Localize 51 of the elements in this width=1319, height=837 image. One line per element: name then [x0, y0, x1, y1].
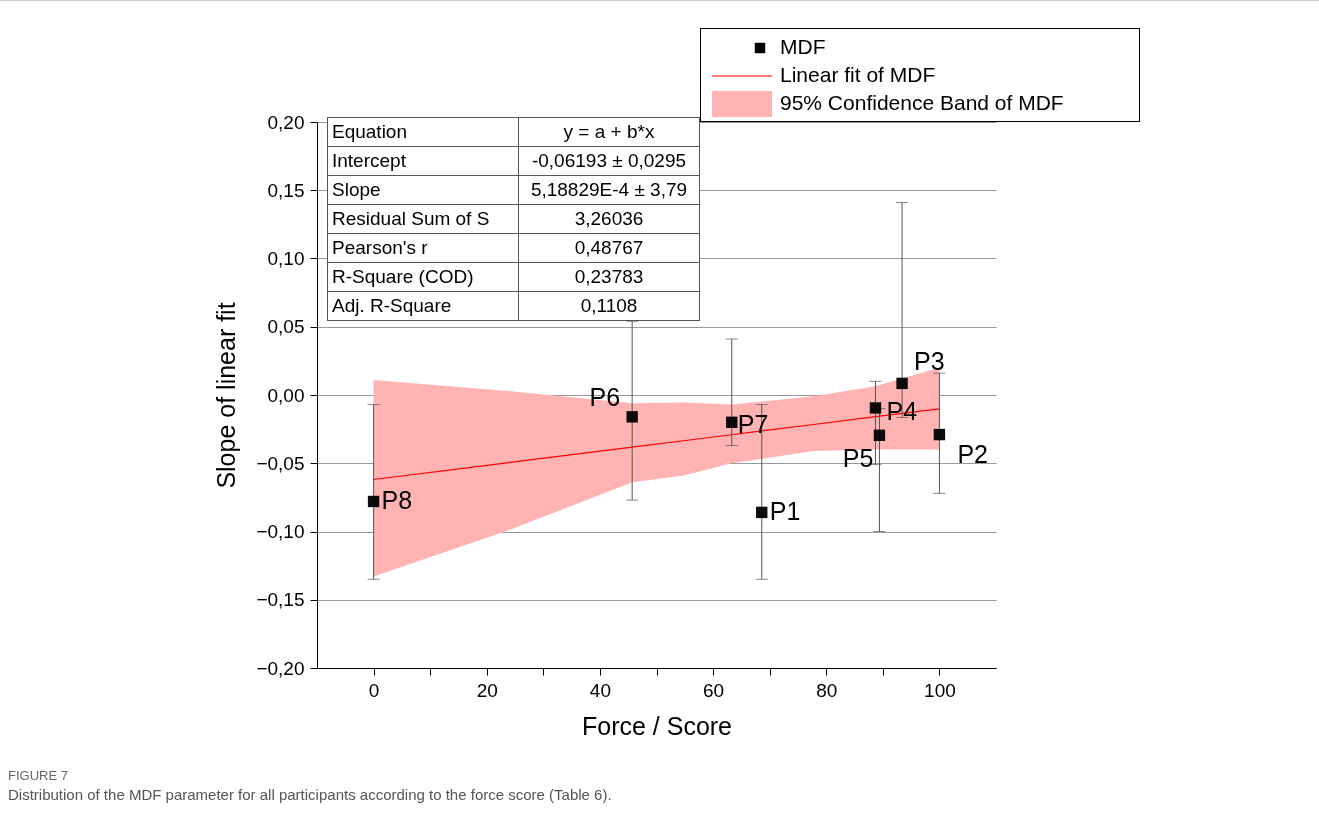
point — [756, 506, 768, 519]
y-axis-title: Slope of linear fit — [212, 302, 241, 489]
annotation: P6 — [589, 382, 621, 411]
annotation: P2 — [957, 439, 989, 468]
point — [726, 416, 738, 428]
annotation: Residual Sum of S — [327, 204, 519, 234]
y-tick-label: 0,10 — [267, 248, 305, 269]
annotation: P1 — [769, 497, 801, 526]
annotation: 0,23783 — [518, 262, 700, 292]
x-tick-label: 20 — [476, 679, 498, 701]
annotation: P3 — [914, 347, 945, 376]
x-tick-label: 40 — [589, 679, 611, 701]
annotation: -0,06193 ± 0,0295 — [518, 146, 700, 176]
text: FIGURE 7 — [8, 768, 69, 783]
annotation: 3,26036 — [518, 204, 700, 234]
y-tick-label: 0,05 — [267, 316, 305, 338]
legend-label: MDF — [780, 35, 826, 58]
y-tick-label: −0,10 — [256, 521, 305, 542]
y-tick-label: −0,20 — [256, 657, 305, 679]
legend-label: Linear fit of MDF — [780, 63, 936, 86]
annotation: P5 — [842, 444, 874, 473]
y-tick-label: −0,15 — [256, 589, 305, 611]
annotation: Pearson's r — [327, 233, 519, 263]
annotation: Slope — [327, 175, 519, 205]
x-tick-label: 0 — [368, 679, 380, 701]
annotation: Equation — [327, 117, 519, 147]
point — [626, 411, 638, 423]
text: Distribution of the MDF parameter for all participants according to the force score (Table 6). — [8, 786, 612, 803]
x-tick-label: 100 — [924, 679, 956, 701]
y-tick-label: 0,20 — [267, 111, 305, 133]
point — [367, 495, 380, 508]
x-axis-title: Force / Score — [581, 711, 733, 740]
point — [869, 402, 882, 414]
text: 95% Confidence Band of MDF — [780, 91, 1064, 114]
annotation: Intercept — [327, 146, 519, 176]
annotation: R-Square (COD) — [327, 262, 519, 292]
x-tick-label: 60 — [703, 679, 725, 701]
annotation: P8 — [381, 486, 413, 515]
annotation: Adj. R-Square — [327, 291, 519, 321]
annotation: 0,1108 — [518, 291, 700, 321]
annotation: 5,18829E-4 ± 3,79 — [518, 175, 700, 205]
point — [933, 428, 946, 441]
y-tick-label: 0,15 — [267, 179, 305, 201]
x-tick-label: 80 — [816, 679, 838, 701]
y-tick-label: −0,05 — [256, 452, 305, 474]
y-tick-label: 0,00 — [267, 384, 305, 406]
annotation: P7 — [737, 410, 769, 439]
annotation: y = a + b*x — [518, 117, 700, 147]
point — [873, 429, 886, 441]
annotation: 0,48767 — [518, 233, 700, 263]
point — [896, 377, 908, 390]
